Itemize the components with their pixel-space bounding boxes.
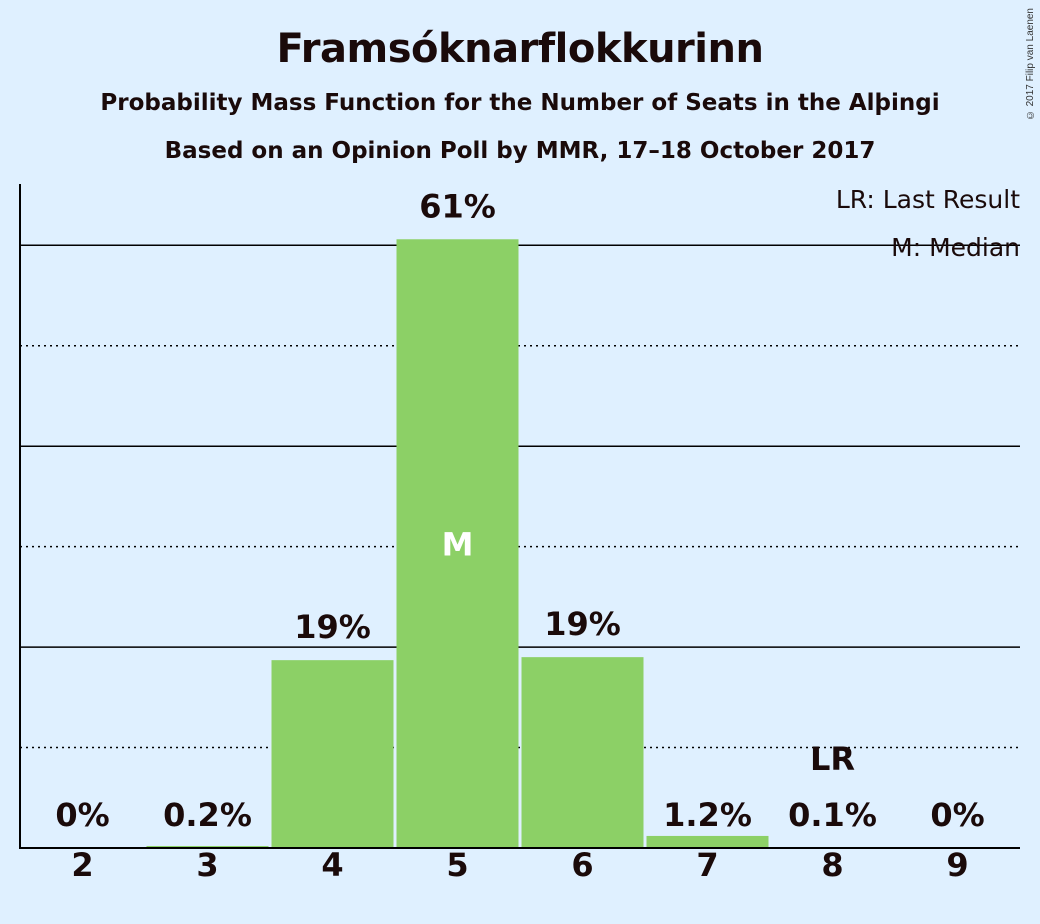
data-labels: 0% 0.2% 19% 61% M 19% 1.2% 0.1% LR 0% xyxy=(55,187,984,834)
data-label-seats-3: 0.2% xyxy=(163,796,252,834)
last-result-marker: LR xyxy=(810,740,855,778)
data-label-seats-8: 0.1% xyxy=(788,796,877,834)
chart-source-note: Based on an Opinion Poll by MMR, 17–18 O… xyxy=(164,138,876,164)
x-tick-label: 8 xyxy=(821,846,843,884)
bar-seats-5 xyxy=(396,239,519,848)
bars xyxy=(146,239,894,848)
bar-seats-7 xyxy=(646,835,769,848)
x-tick-label: 4 xyxy=(321,846,343,884)
data-label-seats-5: 61% xyxy=(419,187,496,225)
data-label-seats-2: 0% xyxy=(55,796,109,834)
x-tick-label: 9 xyxy=(946,846,968,884)
bar-seats-3 xyxy=(146,845,269,848)
axes: 2 3 4 5 6 7 8 9 xyxy=(19,184,1020,884)
median-marker: M xyxy=(442,526,474,564)
legend-entry: LR: Last Result xyxy=(836,185,1020,214)
gridlines xyxy=(20,244,1020,749)
x-tick-label: 2 xyxy=(71,846,93,884)
chart-title: Framsóknarflokkurinn xyxy=(276,26,764,72)
x-tick-label: 3 xyxy=(196,846,218,884)
data-label-seats-6: 19% xyxy=(544,605,621,643)
x-tick-label: 5 xyxy=(446,846,468,884)
legend-entry: M: Median xyxy=(891,233,1020,262)
data-label-seats-4: 19% xyxy=(294,608,371,646)
bar-seats-6 xyxy=(521,657,644,848)
x-tick-label: 6 xyxy=(571,846,593,884)
data-label-seats-9: 0% xyxy=(930,796,984,834)
bar-seats-4 xyxy=(271,660,394,848)
chart-subtitle: Probability Mass Function for the Number… xyxy=(100,90,940,116)
data-label-seats-7: 1.2% xyxy=(663,796,752,834)
x-tick-label: 7 xyxy=(696,846,718,884)
legend: LR: Last Result M: Median xyxy=(836,185,1020,262)
